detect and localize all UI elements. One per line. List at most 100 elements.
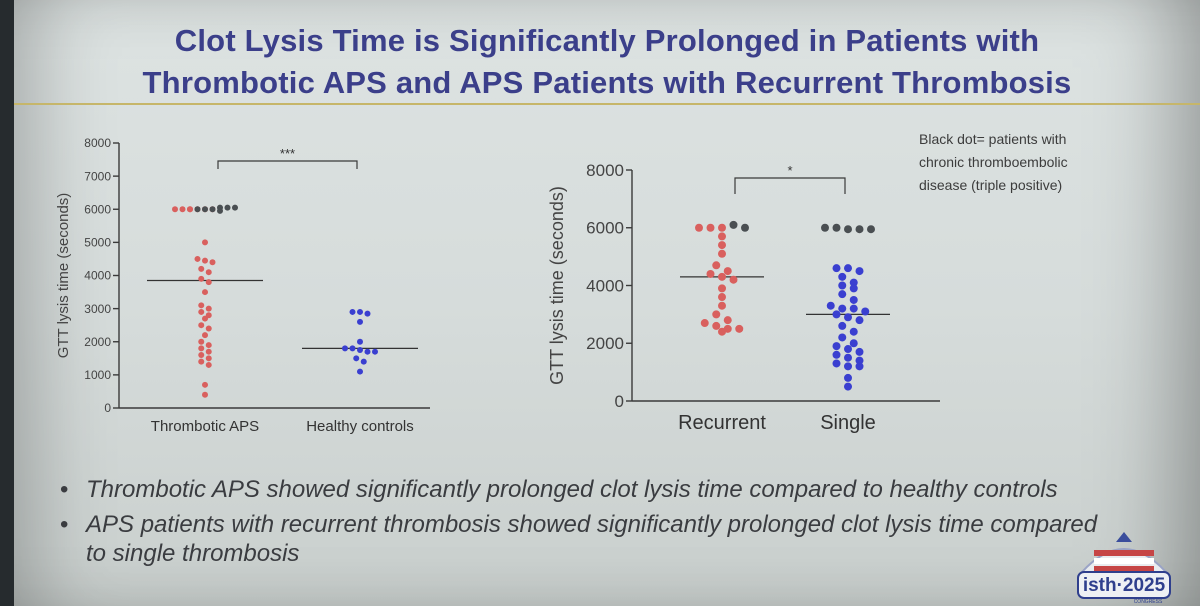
data-point-red (712, 310, 721, 319)
data-point-blue (838, 281, 847, 290)
data-point-red (205, 342, 212, 349)
data-point-red (198, 358, 205, 365)
x-category-label: Healthy controls (306, 418, 414, 435)
data-point-black (194, 206, 201, 213)
data-point-red (202, 289, 208, 296)
data-point-red (179, 206, 186, 213)
data-point-blue (832, 342, 841, 351)
data-point-red (700, 319, 709, 328)
y-tick-label: 2000 (586, 334, 624, 353)
y-tick-label: 0 (615, 392, 624, 411)
data-point-red (198, 308, 205, 315)
data-point-blue (844, 353, 852, 362)
bullet-text-1: Thrombotic APS showed significantly prol… (86, 476, 1058, 503)
data-point-red (712, 261, 721, 270)
data-point-blue (855, 347, 864, 356)
data-point-blue (838, 304, 847, 313)
bullet-list: • Thrombotic APS showed significantly pr… (54, 475, 1114, 574)
data-point-red (718, 284, 726, 293)
data-point-red (205, 355, 212, 362)
y-tick-label: 4000 (84, 269, 111, 283)
data-point-blue (838, 321, 847, 330)
data-point-red (202, 257, 208, 264)
data-point-red (712, 321, 721, 330)
data-point-blue (360, 358, 367, 365)
data-point-blue (855, 362, 864, 371)
note-line-2: chronic thromboembolic (919, 154, 1068, 170)
y-tick-label: 8000 (84, 136, 111, 150)
bullet-marker: • (60, 476, 69, 503)
bullet-text-2: APS patients with recurrent thrombosis s… (86, 511, 1098, 567)
data-point-blue (849, 304, 858, 313)
data-point-red (198, 322, 205, 329)
data-point-red (706, 269, 715, 278)
data-point-red (718, 272, 726, 281)
data-point-black (855, 225, 864, 234)
data-point-red (718, 223, 726, 232)
data-point-blue (832, 350, 841, 359)
data-point-red (202, 332, 208, 339)
y-tick-label: 0 (104, 401, 111, 415)
isth-logo: isth·2025 CONGRESS (1077, 532, 1171, 605)
data-point-blue (838, 272, 847, 281)
data-point-blue (844, 345, 852, 354)
data-point-blue (844, 313, 852, 322)
data-point-blue (849, 284, 858, 293)
data-point-red (205, 279, 212, 286)
data-point-black (202, 206, 208, 213)
title-divider (14, 103, 1200, 105)
data-point-red (187, 206, 193, 213)
data-point-black (217, 207, 223, 214)
bullet-item-2: • APS patients with recurrent thrombosis… (54, 510, 1114, 568)
title-line-1: Clot Lysis Time is Significantly Prolong… (174, 23, 1040, 58)
data-point-blue (349, 308, 356, 315)
data-point-blue (364, 348, 371, 355)
bullet-marker: • (60, 511, 69, 538)
data-point-red (706, 223, 715, 232)
y-tick-label: 3000 (84, 302, 111, 316)
logo-subtext: CONGRESS (1134, 599, 1163, 605)
data-point-red (723, 267, 732, 276)
data-point-red (695, 223, 703, 232)
data-point-blue (357, 318, 363, 325)
data-point-red (202, 239, 208, 246)
y-axis-label: GTT lysis time (seconds) (547, 186, 567, 385)
y-tick-label: 6000 (84, 202, 111, 216)
x-category-label: Single (820, 412, 876, 434)
data-point-red (718, 327, 726, 336)
data-point-black (867, 225, 875, 234)
x-category-label: Thrombotic APS (151, 418, 259, 435)
data-point-red (209, 259, 216, 266)
data-point-blue (844, 264, 852, 273)
x-category-label: Recurrent (678, 412, 766, 434)
significance-bracket (217, 160, 358, 169)
data-point-blue (838, 290, 847, 299)
data-point-red (198, 275, 205, 282)
data-point-blue (372, 348, 378, 355)
data-point-blue (826, 301, 835, 310)
data-point-red (202, 381, 208, 388)
data-point-red (194, 255, 201, 262)
data-point-blue (855, 267, 864, 276)
data-point-black (729, 220, 738, 229)
logo-text: isth·2025 (1083, 575, 1166, 596)
data-point-blue (832, 310, 841, 319)
data-point-red (198, 338, 205, 345)
y-tick-label: 7000 (84, 169, 111, 183)
data-point-black (844, 225, 852, 234)
data-point-blue (838, 333, 847, 342)
data-point-blue (357, 368, 363, 375)
significance-marker: * (787, 163, 792, 178)
data-point-blue (849, 339, 858, 348)
data-point-red (205, 348, 212, 355)
data-point-blue (364, 310, 371, 317)
note-line-1: Black dot= patients with (919, 131, 1067, 147)
data-point-red (735, 324, 744, 333)
data-point-blue (832, 359, 841, 368)
y-tick-label: 1000 (84, 368, 111, 382)
data-point-red (718, 241, 726, 250)
data-point-black (741, 223, 749, 232)
data-point-red (205, 269, 212, 276)
data-point-red (198, 265, 205, 272)
